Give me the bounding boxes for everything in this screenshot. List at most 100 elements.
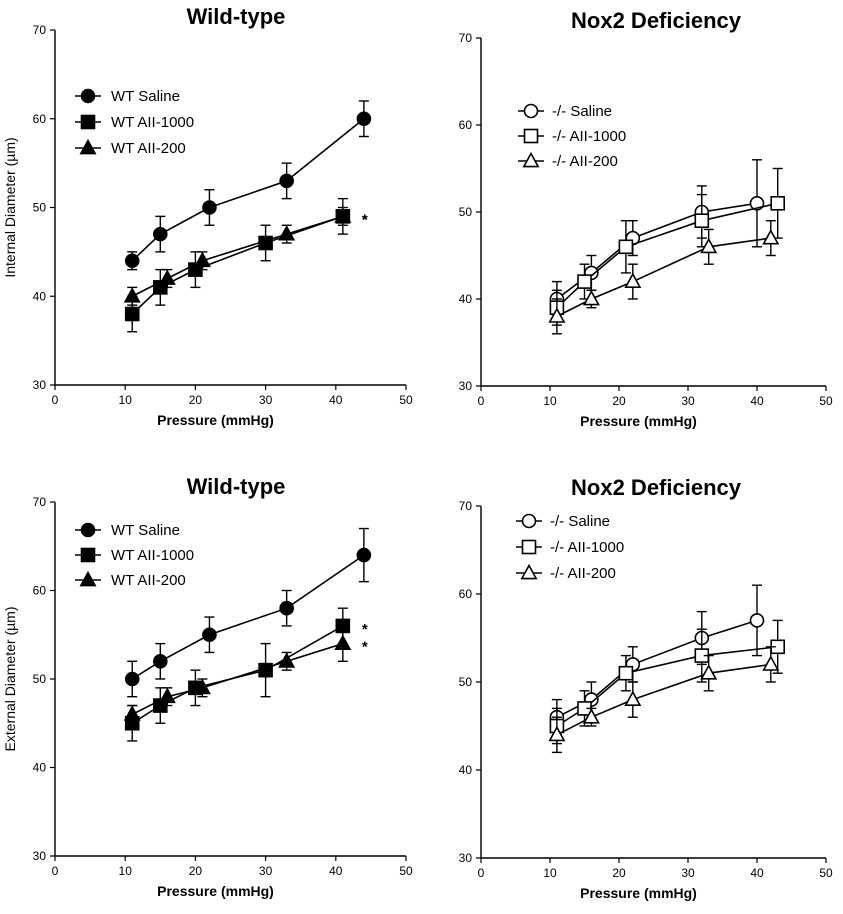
x-tick-label: 20: [189, 864, 203, 878]
x-tick-label: 10: [543, 394, 557, 408]
chart-title: Nox2 Deficiency: [571, 8, 742, 33]
y-tick-label: 30: [33, 378, 47, 392]
series-saline: [549, 159, 765, 318]
legend-item-saline: -/- Saline: [518, 103, 612, 120]
data-point: [202, 627, 217, 643]
legend-marker: [80, 114, 96, 130]
chart-title: Wild-type: [187, 474, 286, 499]
data-point: [278, 224, 296, 241]
x-tick-label: 30: [681, 866, 695, 880]
legend-item-wt-aii-1000: WT AII-1000: [75, 547, 194, 564]
chart-panel-2: Nox2 Deficiency 0 10 20 30 40 50 30 40 50 60 70 Pres…: [459, 8, 833, 429]
y-axis-label: External Diameter (µm): [2, 607, 18, 752]
x-tick-label: 10: [119, 864, 133, 878]
significance-marker: *: [362, 621, 368, 638]
x-tick-label: 50: [399, 393, 413, 407]
data-point: [334, 634, 352, 651]
x-tick-label: 40: [329, 393, 343, 407]
legend-item-aii-1000: -/- AII-1000: [516, 539, 624, 556]
legend-label: WT AII-1000: [111, 114, 194, 131]
legend-label: WT Saline: [111, 88, 180, 105]
data-point: [548, 725, 566, 742]
legend-marker: [79, 570, 97, 587]
y-tick-label: 70: [33, 23, 47, 37]
legend-item-wt-saline: WT Saline: [75, 522, 180, 539]
series-aii-200: [548, 219, 780, 335]
x-tick-label: 10: [119, 393, 133, 407]
x-axis-label: Pressure (mmHg): [580, 413, 697, 429]
data-point: [123, 705, 141, 721]
legend-item-saline: -/- Saline: [516, 513, 610, 530]
x-tick-label: 50: [819, 394, 833, 408]
data-point: [762, 228, 780, 245]
x-tick-label: 30: [681, 394, 695, 408]
y-tick-label: 60: [33, 112, 47, 126]
data-point: [582, 708, 600, 724]
x-axis-label: Pressure (mmHg): [157, 883, 274, 899]
x-tick-label: 40: [329, 864, 343, 878]
x-tick-label: 20: [612, 866, 626, 880]
y-tick-label: 70: [459, 499, 473, 513]
y-tick-label: 40: [33, 289, 47, 303]
y-tick-label: 50: [33, 201, 47, 215]
data-point: [700, 664, 718, 680]
data-point: [158, 687, 176, 704]
y-tick-label: 30: [33, 849, 47, 863]
data-point: [193, 678, 211, 695]
data-point: [694, 213, 710, 228]
y-tick-label: 30: [459, 851, 473, 865]
series-wt-aii-200: *: [123, 625, 368, 724]
data-point: [762, 655, 780, 671]
data-point: [356, 547, 372, 563]
x-tick-label: 10: [543, 866, 557, 880]
legend-marker: [523, 103, 539, 119]
data-point: [193, 251, 211, 268]
data-point: [624, 272, 642, 289]
legend-label: WT AII-200: [111, 572, 186, 589]
y-axis-label: Internal Diameter (µm): [2, 137, 18, 277]
data-point: [153, 653, 168, 669]
legend-marker: [80, 88, 96, 104]
y-tick-label: 60: [459, 118, 473, 132]
y-tick-label: 70: [459, 31, 473, 45]
chart-panel-1: Wild-type 0 10 20 30 40 50 30 40 50 60 70 Pressure (…: [2, 4, 413, 428]
data-point: [124, 671, 140, 687]
legend-marker: [80, 522, 96, 538]
data-point: [278, 652, 296, 668]
legend-label: -/- AII-200: [552, 153, 618, 170]
x-tick-label: 0: [52, 864, 59, 878]
series-wt-saline: [124, 527, 372, 698]
y-tick-label: 40: [33, 761, 47, 775]
data-point: [153, 226, 168, 242]
data-point: [582, 289, 600, 306]
legend-marker: [520, 563, 538, 580]
data-point: [700, 237, 718, 254]
legend-label: -/- AII-1000: [552, 128, 626, 145]
x-axis-label: Pressure (mmHg): [157, 412, 274, 428]
data-point: [749, 613, 765, 628]
data-point: [770, 196, 786, 211]
x-tick-label: 20: [189, 393, 203, 407]
data-point: [334, 207, 352, 223]
legend-item-wt-saline: WT Saline: [75, 88, 180, 105]
data-point: [279, 600, 294, 616]
series-wt-saline: [124, 100, 372, 271]
legend-marker: [521, 539, 537, 555]
legend-label: WT Saline: [111, 522, 180, 539]
data-point: [124, 253, 140, 269]
y-tick-label: 50: [459, 205, 473, 219]
x-tick-label: 0: [478, 866, 485, 880]
x-tick-label: 30: [259, 864, 273, 878]
y-tick-label: 60: [459, 587, 473, 601]
x-tick-label: 40: [750, 394, 764, 408]
data-point: [279, 173, 294, 189]
x-axis-label: Pressure (mmHg): [580, 885, 697, 901]
y-tick-label: 60: [33, 584, 47, 598]
data-point: [618, 665, 634, 681]
legend-label: -/- AII-1000: [550, 539, 624, 556]
y-tick-label: 70: [33, 495, 47, 509]
legend-item-wt-aii-200: WT AII-200: [75, 570, 186, 589]
x-tick-label: 50: [399, 864, 413, 878]
legend-marker: [521, 513, 537, 529]
x-tick-label: 30: [259, 393, 273, 407]
